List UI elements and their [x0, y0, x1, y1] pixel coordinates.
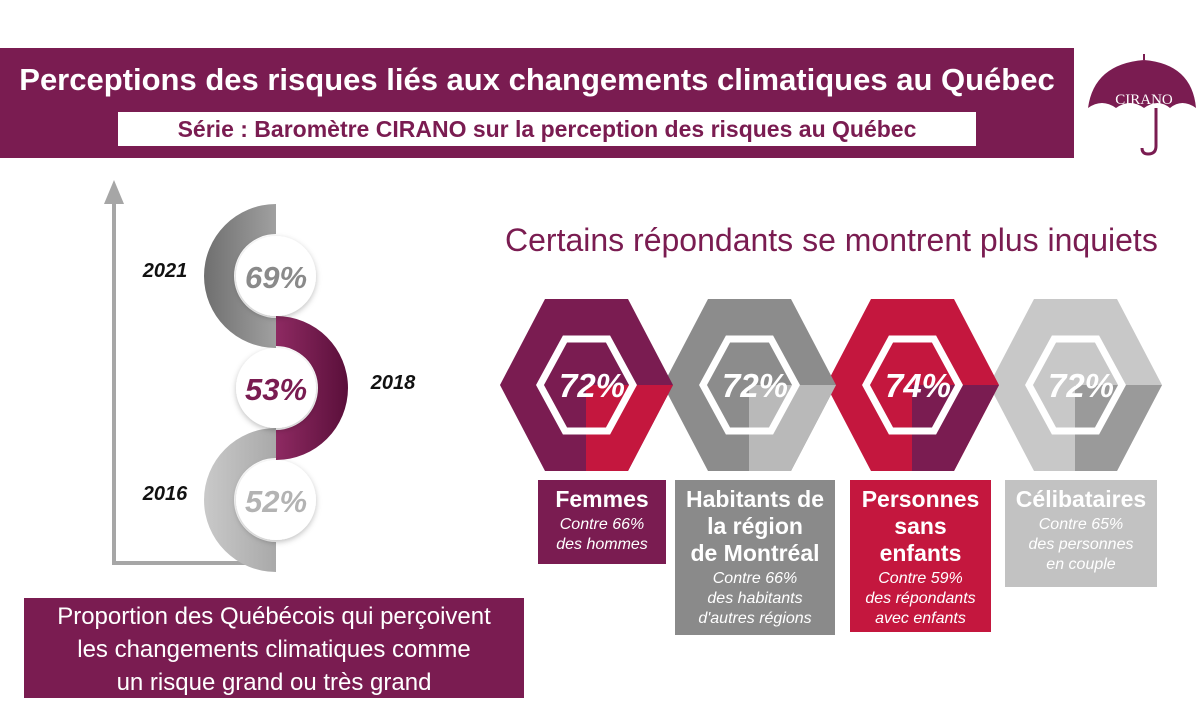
hex-value-celibataires: 72%	[1048, 367, 1114, 404]
arc-2018	[276, 316, 348, 460]
category-box-montreal: Habitants de la région de Montréal Contr…	[675, 480, 835, 635]
year-label-2016: 2016	[142, 483, 188, 505]
comparison-note: Contre 65%	[1038, 516, 1124, 533]
comparison-note: Contre 59%	[878, 570, 963, 587]
hex-frame-1	[699, 335, 800, 435]
category-label: sans	[894, 513, 947, 539]
comparison-note: avec enfants	[875, 610, 966, 627]
comparison-note: en couple	[1046, 556, 1116, 573]
comparison-note: des habitants	[707, 590, 803, 607]
hex-frame-3	[1025, 335, 1126, 435]
hex-value-montreal: 72%	[722, 367, 788, 404]
comparison-note: d'autres régions	[698, 610, 812, 627]
hexagon-chain: 72% 72% 74% 72%	[500, 299, 1162, 471]
caption-line: Proportion des Québécois qui perçoivent	[57, 603, 491, 630]
category-box-celibataires: Célibataires Contre 65% des personnes en…	[1005, 480, 1157, 587]
comparison-note: des répondants	[865, 590, 976, 607]
category-label: Habitants de	[685, 486, 825, 512]
year-label-2021: 2021	[142, 260, 188, 282]
umbrella-icon	[1088, 60, 1196, 108]
caption-line: les changements climatiques comme	[77, 636, 471, 663]
arc-2016	[204, 428, 276, 572]
timeline-caption: Proportion des Québécois qui perçoivent …	[24, 598, 524, 698]
hex-value-sans-enfants: 74%	[885, 367, 951, 404]
category-label: la région	[707, 513, 803, 539]
category-label: Femmes	[555, 486, 649, 512]
hex-value-femmes: 72%	[559, 367, 625, 404]
chart-title: Certains répondants se montrent plus inq…	[505, 222, 1158, 258]
cirano-logo: CIRANO	[1088, 54, 1196, 156]
category-label: Célibataires	[1015, 486, 1147, 512]
page-title: Perceptions des risques liés aux changem…	[19, 62, 1055, 97]
value-label-2018: 53%	[245, 372, 307, 407]
value-label-2021: 69%	[245, 260, 307, 295]
hex-frame-0	[536, 335, 637, 435]
caption-line: un risque grand ou très grand	[116, 669, 432, 696]
category-box-sans-enfants: Personnes sans enfants Contre 59% des ré…	[850, 480, 991, 632]
logo-text: CIRANO	[1115, 92, 1173, 108]
value-label-2016: 52%	[245, 484, 307, 519]
category-box-femmes: Femmes Contre 66% des hommes	[538, 480, 666, 564]
value-circle-2021	[236, 236, 316, 316]
category-label: Personnes	[861, 486, 980, 512]
axis-arrow-icon	[104, 180, 124, 204]
header-banner: Perceptions des risques liés aux changem…	[0, 48, 1074, 158]
hex-frame-2	[862, 335, 963, 435]
year-label-2018: 2018	[370, 372, 416, 394]
value-circle-2016	[236, 460, 316, 540]
value-circle-2018	[236, 348, 316, 428]
comparison-note: Contre 66%	[559, 516, 645, 533]
comparison-note: des hommes	[556, 536, 648, 553]
page-subtitle: Série : Baromètre CIRANO sur la percepti…	[118, 112, 976, 146]
category-label: de Montréal	[690, 540, 820, 566]
comparison-note: des personnes	[1028, 536, 1134, 553]
category-label: enfants	[879, 540, 962, 566]
timeline-chart: 69% 53% 52% 2021 2018 2016	[104, 180, 416, 572]
comparison-note: Contre 66%	[712, 570, 798, 587]
arc-2021	[204, 204, 276, 348]
